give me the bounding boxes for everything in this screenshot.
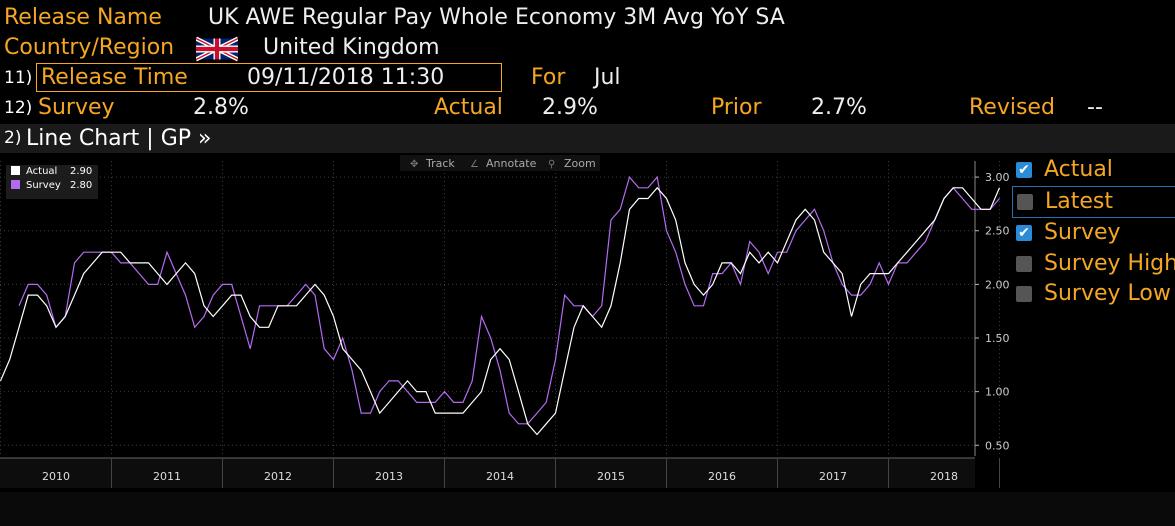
- actual-value: 2.9%: [542, 95, 598, 120]
- annotate-icon: ∠: [470, 159, 479, 170]
- inset-legend-value: 2.80: [70, 180, 92, 191]
- checkbox-unchecked-icon[interactable]: [1016, 286, 1032, 303]
- release-name-label: Release Name: [4, 5, 162, 30]
- series-legend: ✔ Actual Latest ✔ Survey Survey High Sur…: [1012, 155, 1175, 310]
- checkbox-unchecked-icon[interactable]: [1017, 193, 1033, 210]
- x-tick-label: 2015: [597, 470, 625, 483]
- y-tick-label: 1.50: [985, 332, 1010, 345]
- revised-value: --: [1087, 95, 1103, 120]
- inset-legend-box: [6, 165, 98, 199]
- x-tick-label: 2016: [708, 470, 736, 483]
- row-number: 12): [4, 98, 33, 118]
- x-tick-label: 2018: [930, 470, 958, 483]
- row-number: 11): [4, 68, 33, 88]
- for-label: For: [531, 65, 566, 90]
- uk-flag-icon: [195, 36, 239, 71]
- legend-label: Latest: [1045, 188, 1113, 214]
- legend-label: Survey: [1044, 220, 1121, 246]
- survey-label[interactable]: Survey: [38, 95, 115, 120]
- y-tick-label: 2.50: [985, 225, 1010, 238]
- checkbox-checked-icon[interactable]: ✔: [1016, 225, 1032, 242]
- legend-label: Survey High: [1044, 250, 1175, 276]
- inset-legend-value: 2.90: [70, 166, 92, 177]
- inset-legend-swatch: [11, 180, 20, 189]
- chart-toolbar: [400, 155, 600, 171]
- inset-legend-name: Actual: [26, 166, 57, 177]
- line-chart[interactable]: 3.00 2.50 2.00 1.50 1.00 0.50 2010 2011 2012 2013…: [0, 153, 1012, 491]
- x-tick-label: 2017: [819, 470, 847, 483]
- x-tick-label: 2012: [264, 470, 292, 483]
- toolbar-annotate-button[interactable]: Annotate: [486, 157, 537, 170]
- country-value: United Kingdom: [263, 35, 440, 60]
- inset-legend-name: Survey: [26, 180, 61, 191]
- chart-background: [0, 153, 1012, 491]
- inset-legend-swatch: [11, 166, 20, 175]
- checkbox-unchecked-icon[interactable]: [1016, 255, 1032, 272]
- x-tick-label: 2011: [153, 470, 181, 483]
- legend-item-latest[interactable]: Latest: [1012, 185, 1175, 218]
- series-line-actual: [0, 186, 1001, 436]
- checkbox-checked-icon[interactable]: ✔: [1016, 162, 1032, 179]
- prior-value: 2.7%: [811, 95, 867, 120]
- y-tick-label: 0.50: [985, 439, 1010, 452]
- prior-label: Prior: [711, 95, 762, 120]
- x-tick-label: 2010: [42, 470, 70, 483]
- chart-title-bar[interactable]: 2) Line Chart | GP »: [0, 124, 1175, 153]
- actual-label: Actual: [434, 95, 503, 120]
- row-number: 2): [4, 128, 22, 148]
- x-tick-label: 2014: [486, 470, 514, 483]
- release-time-field[interactable]: Release Time 09/11/2018 11:30: [36, 63, 502, 92]
- bottom-bar: [0, 492, 1175, 526]
- toolbar-zoom-button[interactable]: Zoom: [564, 157, 596, 170]
- track-icon: ✥: [410, 159, 418, 170]
- legend-label: Survey Low: [1044, 281, 1171, 307]
- series-line-survey: [18, 175, 1000, 425]
- survey-value: 2.8%: [193, 95, 249, 120]
- legend-item-survey-high[interactable]: Survey High: [1012, 249, 1175, 280]
- revised-label: Revised: [969, 95, 1055, 120]
- country-label: Country/Region: [4, 35, 175, 60]
- toolbar-track-button[interactable]: Track: [425, 157, 455, 170]
- y-tick-label: 1.00: [985, 386, 1010, 399]
- release-name-value: UK AWE Regular Pay Whole Economy 3M Avg …: [208, 5, 785, 30]
- legend-item-actual[interactable]: ✔ Actual: [1012, 155, 1175, 186]
- x-tick-label: 2013: [375, 470, 403, 483]
- legend-item-survey[interactable]: ✔ Survey: [1012, 218, 1175, 249]
- for-value: Jul: [594, 65, 621, 90]
- release-time-label: Release Time: [41, 65, 188, 90]
- legend-item-survey-low[interactable]: Survey Low: [1012, 279, 1175, 310]
- release-time-value: 09/11/2018 11:30: [247, 65, 445, 90]
- chart-title: Line Chart | GP »: [26, 126, 212, 151]
- zoom-icon: ⚲: [548, 159, 555, 170]
- y-tick-label: 2.00: [985, 278, 1010, 291]
- y-tick-label: 3.00: [985, 171, 1010, 184]
- legend-label: Actual: [1044, 157, 1113, 183]
- x-axis-band: [0, 458, 975, 488]
